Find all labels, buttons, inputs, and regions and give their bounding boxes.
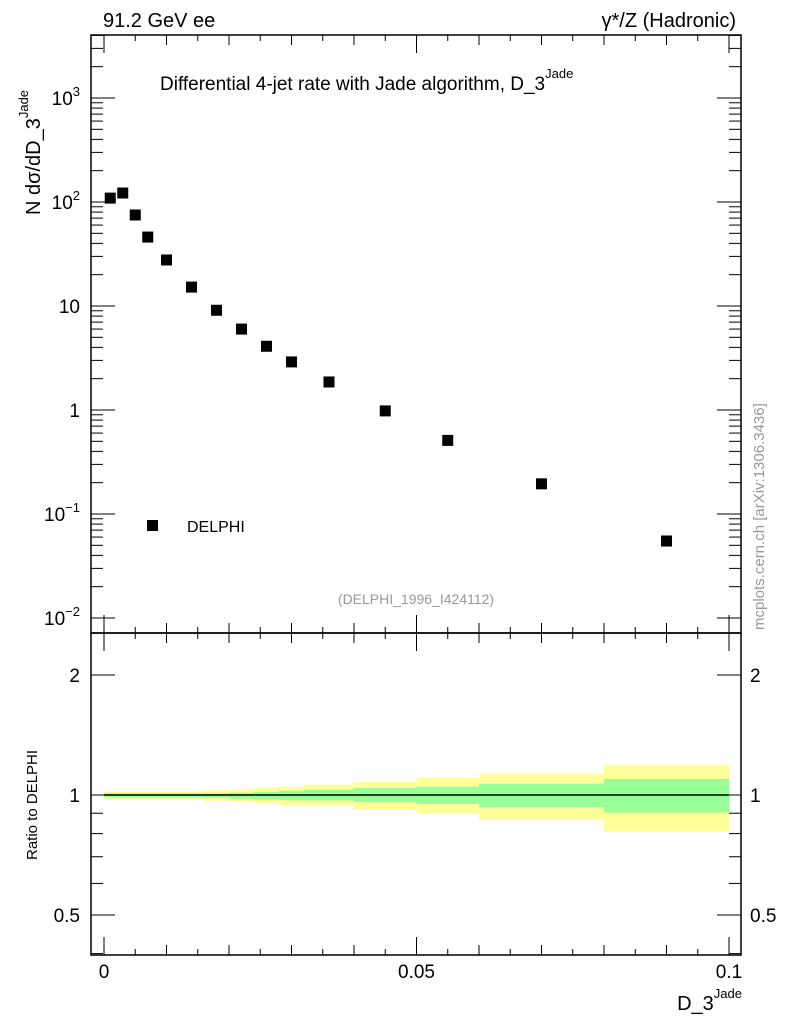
legend-marker (147, 520, 158, 531)
ratio-y-tick-label: 0.5 (54, 906, 80, 927)
data-point (379, 405, 391, 417)
data-point (211, 304, 222, 316)
x-axis-label: D_3Jade (677, 986, 742, 1015)
y-tick-base: 10 (59, 297, 80, 318)
data-point (261, 340, 272, 352)
data-point (661, 535, 672, 547)
legend: DELPHI (147, 519, 245, 536)
x-tick-label: 0.05 (398, 962, 435, 983)
y-tick-base: 10 (44, 505, 65, 526)
y-tick-base: 10 (44, 609, 65, 630)
y-tick-exp: −1 (65, 500, 80, 515)
ratio-y-tick-label-right: 0.5 (750, 906, 776, 927)
y-tick-label: 10−2 (44, 604, 80, 630)
y-tick-label: 10−1 (44, 500, 80, 526)
title-sup: Jade (545, 66, 573, 81)
ratio-ylabel: Ratio to DELPHI (24, 750, 41, 860)
data-point (236, 323, 247, 335)
data-point (161, 254, 172, 266)
data-point (323, 376, 335, 388)
data-point (442, 434, 454, 446)
x-tick-label: 0.1 (716, 962, 742, 983)
ratio-y-tick-label: 2 (69, 666, 80, 687)
title-text: Differential 4-jet rate with Jade algori… (160, 74, 545, 95)
xlabel-text: D_3 (677, 993, 714, 1015)
data-point (104, 192, 116, 204)
ratio-y-tick-label: 1 (69, 786, 80, 807)
data-point (286, 356, 297, 368)
y-tick-label: 102 (52, 188, 80, 214)
ratio-y-tick-label-right: 1 (750, 786, 761, 807)
main-ylabel: N dσ/dD_3Jade (16, 90, 45, 215)
data-point (142, 231, 154, 243)
ratio-y-tick-label-right: 2 (750, 666, 761, 687)
header-right: γ*/Z (Hadronic) (602, 10, 736, 32)
x-tick-label: 0 (99, 962, 110, 983)
data-point (117, 187, 129, 199)
watermark: (DELPHI_1996_I424112) (338, 591, 494, 607)
data-point (129, 209, 141, 221)
main-title: Differential 4-jet rate with Jade algori… (160, 66, 573, 95)
y-tick-label: 1 (69, 401, 80, 422)
y-tick-exp: 3 (73, 84, 80, 99)
data-point (536, 478, 547, 490)
side-label: mcplots.cern.ch [arXiv:1306.3436] (751, 403, 768, 630)
ylabel-text: N dσ/dD_3 (23, 118, 45, 215)
ylabel-sup: Jade (16, 90, 31, 118)
y-tick-label: 103 (52, 84, 80, 110)
data-point (186, 281, 197, 293)
header-left: 91.2 GeV ee (103, 10, 215, 32)
y-tick-exp: −2 (65, 604, 80, 619)
y-tick-label: 10 (59, 297, 80, 318)
legend-label: DELPHI (187, 519, 245, 536)
y-tick-base: 10 (52, 89, 73, 110)
main-frame (90, 34, 742, 634)
xlabel-sup: Jade (714, 986, 742, 1001)
y-tick-base: 10 (52, 193, 73, 214)
y-tick-base: 1 (69, 401, 80, 422)
y-tick-exp: 2 (73, 188, 80, 203)
